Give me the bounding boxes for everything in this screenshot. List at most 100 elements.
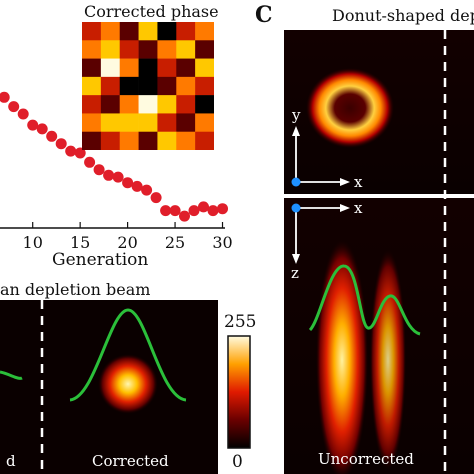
phase-cell — [119, 40, 139, 59]
y-arrowhead — [292, 126, 300, 136]
axis-x-label-bottom: x — [354, 199, 363, 217]
scatter-point — [169, 205, 181, 217]
inset-title: Corrected phase — [84, 2, 219, 21]
left-partial-label: d — [6, 452, 16, 470]
origin-dot-xy — [291, 177, 301, 187]
phase-cell — [138, 95, 158, 114]
phase-cell — [157, 113, 177, 133]
gaussian-title: an depletion beam — [0, 280, 151, 299]
phase-cell — [138, 113, 158, 133]
phase-cell — [195, 58, 214, 78]
phase-cell — [100, 58, 121, 78]
panel-c-title: Donut-shaped depl — [332, 6, 474, 25]
scatter-point — [217, 203, 228, 215]
phase-cell — [82, 131, 102, 150]
scatter-point — [8, 101, 20, 113]
x-axis-label: Generation — [52, 250, 149, 270]
colorbar-max-label: 255 — [224, 312, 257, 332]
phase-cell — [82, 22, 102, 41]
gaussian-beam-images: Corrected d — [0, 300, 218, 474]
phase-cell — [195, 22, 214, 41]
donut-beam-images: y x x z Uncorrected — [284, 30, 474, 474]
corrected-label: Corrected — [92, 452, 169, 470]
origin-dot-xz — [291, 203, 301, 213]
phase-cell — [138, 22, 158, 41]
phase-cell — [176, 58, 196, 78]
phase-cell — [195, 95, 214, 114]
left-lobe — [316, 240, 368, 474]
right-lobe — [370, 250, 406, 470]
scatter-point — [103, 169, 115, 181]
phase-cell — [195, 113, 214, 133]
phase-cell — [157, 131, 177, 150]
phase-cell — [138, 131, 158, 150]
phase-cell — [100, 22, 121, 41]
x-tick-label: 20 — [117, 233, 137, 252]
scatter-point — [160, 205, 172, 217]
phase-cell — [176, 40, 196, 59]
axis-z-label: z — [291, 264, 299, 282]
scatter-point — [207, 205, 219, 217]
z-arrowhead — [292, 254, 300, 264]
scatter-point — [112, 171, 124, 183]
x-arrowhead — [340, 178, 350, 186]
scatter-point — [198, 201, 209, 213]
scatter-point — [46, 130, 58, 142]
phase-cell — [138, 76, 158, 96]
phase-cell — [157, 58, 177, 78]
scatter-point — [55, 138, 67, 150]
axis-y-label: y — [291, 106, 301, 124]
intensity-profile-curve-right — [308, 264, 421, 336]
x-tick-label: 10 — [23, 233, 43, 252]
generation-scatter-plot: 10 15 20 25 30 — [0, 91, 233, 252]
panel-letter-c: C — [255, 2, 273, 28]
phase-cell — [100, 113, 121, 133]
gaussian-profile-curve — [69, 308, 187, 402]
phase-cell — [176, 95, 196, 114]
scatter-point — [188, 205, 200, 217]
scatter-point — [131, 180, 143, 192]
phase-cell — [119, 22, 139, 41]
colorbar-min-label: 0 — [232, 452, 243, 472]
phase-cell — [119, 58, 139, 78]
focused-spot — [98, 354, 158, 414]
x-arrowhead-xz — [340, 204, 350, 212]
phase-cell — [100, 40, 121, 59]
uncorrected-label: Uncorrected — [318, 450, 414, 468]
phase-cell — [119, 113, 139, 133]
scatter-point — [122, 177, 134, 189]
phase-cell — [157, 76, 177, 96]
phase-cell — [119, 95, 139, 114]
scatter-point — [65, 145, 77, 157]
colorbar — [227, 335, 251, 449]
phase-cell — [82, 113, 102, 133]
phase-grid — [82, 22, 214, 150]
scatter-point — [179, 210, 190, 222]
scatter-point — [84, 156, 96, 168]
phase-cell — [176, 22, 196, 41]
scatter-point — [74, 147, 86, 159]
x-tick-label: 25 — [165, 233, 185, 252]
phase-cell — [195, 76, 214, 96]
phase-cell — [176, 131, 196, 150]
phase-cell — [82, 58, 102, 78]
scatter-point — [17, 108, 29, 120]
phase-cell — [100, 131, 121, 150]
scatter-point — [150, 192, 162, 204]
phase-cell — [82, 95, 102, 114]
phase-cell — [195, 40, 214, 59]
phase-cell — [157, 22, 177, 41]
phase-cell — [157, 40, 177, 59]
axis-x-label-top: x — [354, 173, 363, 191]
scatter-point — [141, 184, 153, 196]
phase-cell — [82, 40, 102, 59]
corrected-phase-map — [82, 22, 214, 150]
x-axis-ticks: 10 15 20 25 30 — [23, 222, 233, 252]
scatter-point — [0, 91, 10, 103]
scatter-point — [93, 164, 105, 176]
x-tick-label: 15 — [70, 233, 90, 252]
phase-cell — [100, 76, 121, 96]
phase-cell — [138, 40, 158, 59]
donut-spot — [306, 68, 394, 148]
phase-cell — [176, 76, 196, 96]
